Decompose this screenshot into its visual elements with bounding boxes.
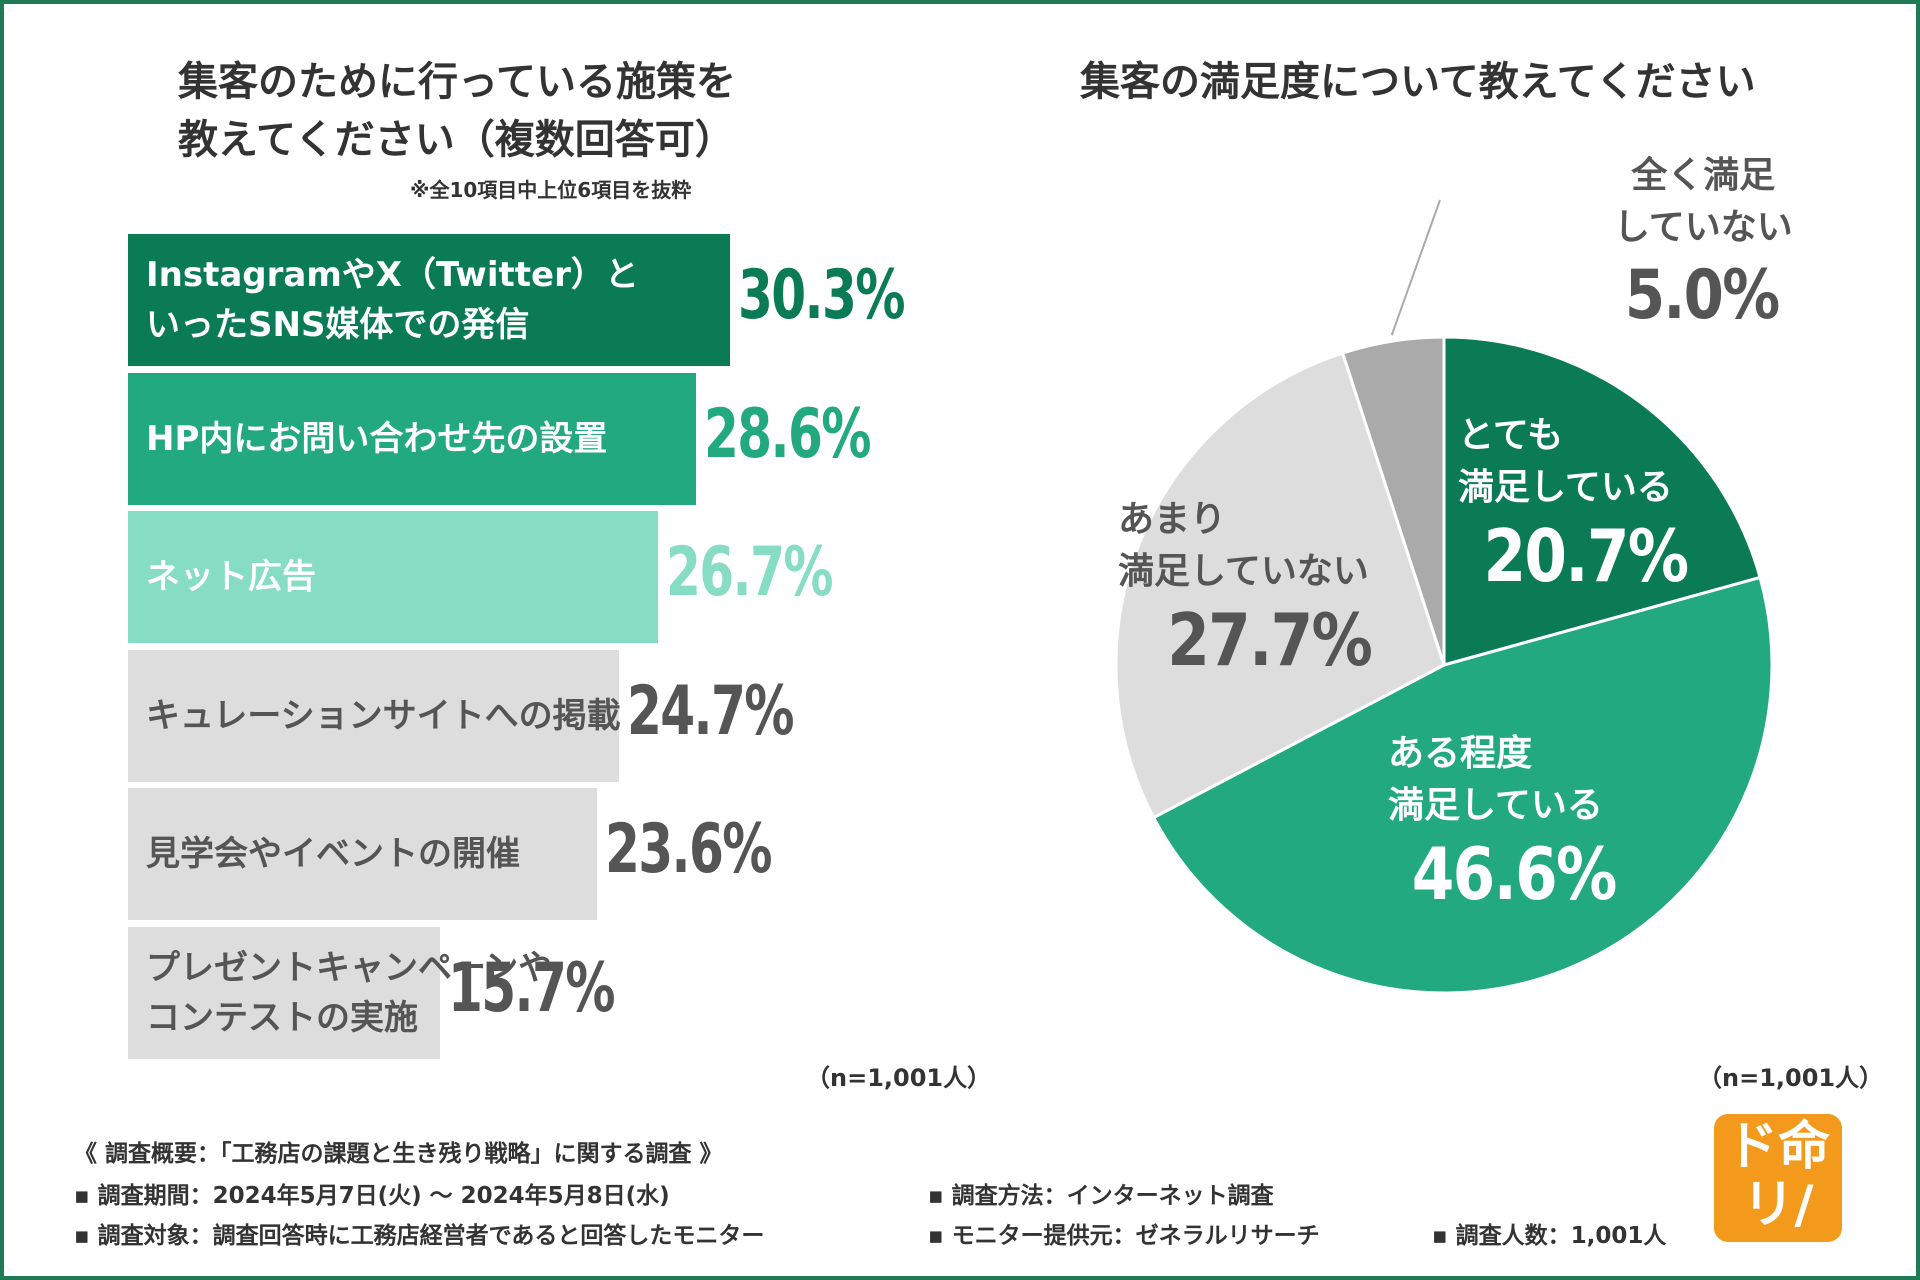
survey-count: ▪ 調査人数：1,001人	[1432, 1223, 1667, 1249]
survey-period: ▪ 調査期間：2024年5月7日(火) ～ 2024年5月8日(水)	[74, 1183, 670, 1209]
bar-6	[128, 926, 440, 1059]
bar-label-3: ネット広告	[146, 557, 316, 597]
bar-label-1: InstagramやX（Twitter）と いったSNS媒体での発信	[146, 255, 639, 345]
bar-value-4: 24.7%	[626, 671, 794, 751]
bar-1	[128, 234, 730, 366]
pie-label-value-4: 5.0%	[1624, 256, 1780, 335]
bar-chart-title-line2: 教えてください（複数回答可）	[178, 117, 735, 163]
bar-value-1: 30.3%	[738, 256, 905, 335]
pie-label-text-4: 全く満足 していない	[1613, 155, 1793, 248]
survey-overview: 《 調査概要：「工務店の課題と生き残り戦略」に関する調査 》	[74, 1141, 723, 1167]
pie-label-value-2: 46.6%	[1411, 832, 1618, 916]
pie-chart-sample-size: （n=1,001人）	[1698, 1064, 1884, 1092]
bar-label-4: キュレーションサイトへの掲載	[146, 695, 621, 736]
brand-logo: ド命 リ/	[1714, 1114, 1842, 1242]
bar-value-6: 15.7%	[447, 948, 615, 1028]
bar-2	[128, 372, 697, 505]
survey-method: ▪ 調査方法：インターネット調査	[928, 1183, 1274, 1209]
bar-chart-sample-size: （n=1,001人）	[806, 1064, 992, 1092]
pie-label-1: とても 満足している 20.7%	[1458, 410, 1728, 598]
pie-label-3: あまり 満足していない 27.7%	[1118, 494, 1416, 682]
logo-line1: ド命	[1725, 1117, 1830, 1177]
bar-value-3: 26.7%	[666, 533, 833, 612]
pie-chart-title: 集客の満足度について教えてください	[1080, 59, 1756, 105]
pie-label-text-2: ある程度 満足している	[1388, 733, 1603, 826]
pie-label-value-1: 20.7%	[1483, 514, 1690, 598]
bar-value-5: 23.6%	[604, 810, 772, 889]
bar-chart-note: ※全10項目中上位6項目を抜粋	[410, 178, 692, 202]
pie-label-text-3: あまり 満足していない	[1118, 499, 1369, 592]
bar-label-6: プレゼントキャンペーンや コンテストの実施	[146, 947, 553, 1038]
bar-5	[128, 788, 597, 920]
bar-chart-title-line1: 集客のために行っている施策を	[178, 59, 736, 105]
logo-line2: リ/	[1742, 1175, 1814, 1235]
survey-provider: ▪ モニター提供元：ゼネラルリサーチ	[928, 1223, 1320, 1249]
pie-label-2: ある程度 満足している 46.6%	[1388, 728, 1656, 916]
survey-target: ▪ 調査対象：調査回答時に工務店経営者であると回答したモニター	[74, 1223, 765, 1249]
bar-4	[128, 649, 619, 782]
pie-label-value-3: 27.7%	[1167, 598, 1373, 682]
pie-label-4: 全く満足 していない 5.0%	[1596, 150, 1811, 338]
pie-label-text-1: とても 満足している	[1458, 415, 1673, 508]
bar-label-2: HP内にお問い合わせ先の設置	[146, 418, 608, 459]
bar-value-2: 28.6%	[704, 394, 871, 474]
bar-3	[128, 511, 659, 643]
bar-label-5: 見学会やイベントの開催	[146, 834, 520, 874]
